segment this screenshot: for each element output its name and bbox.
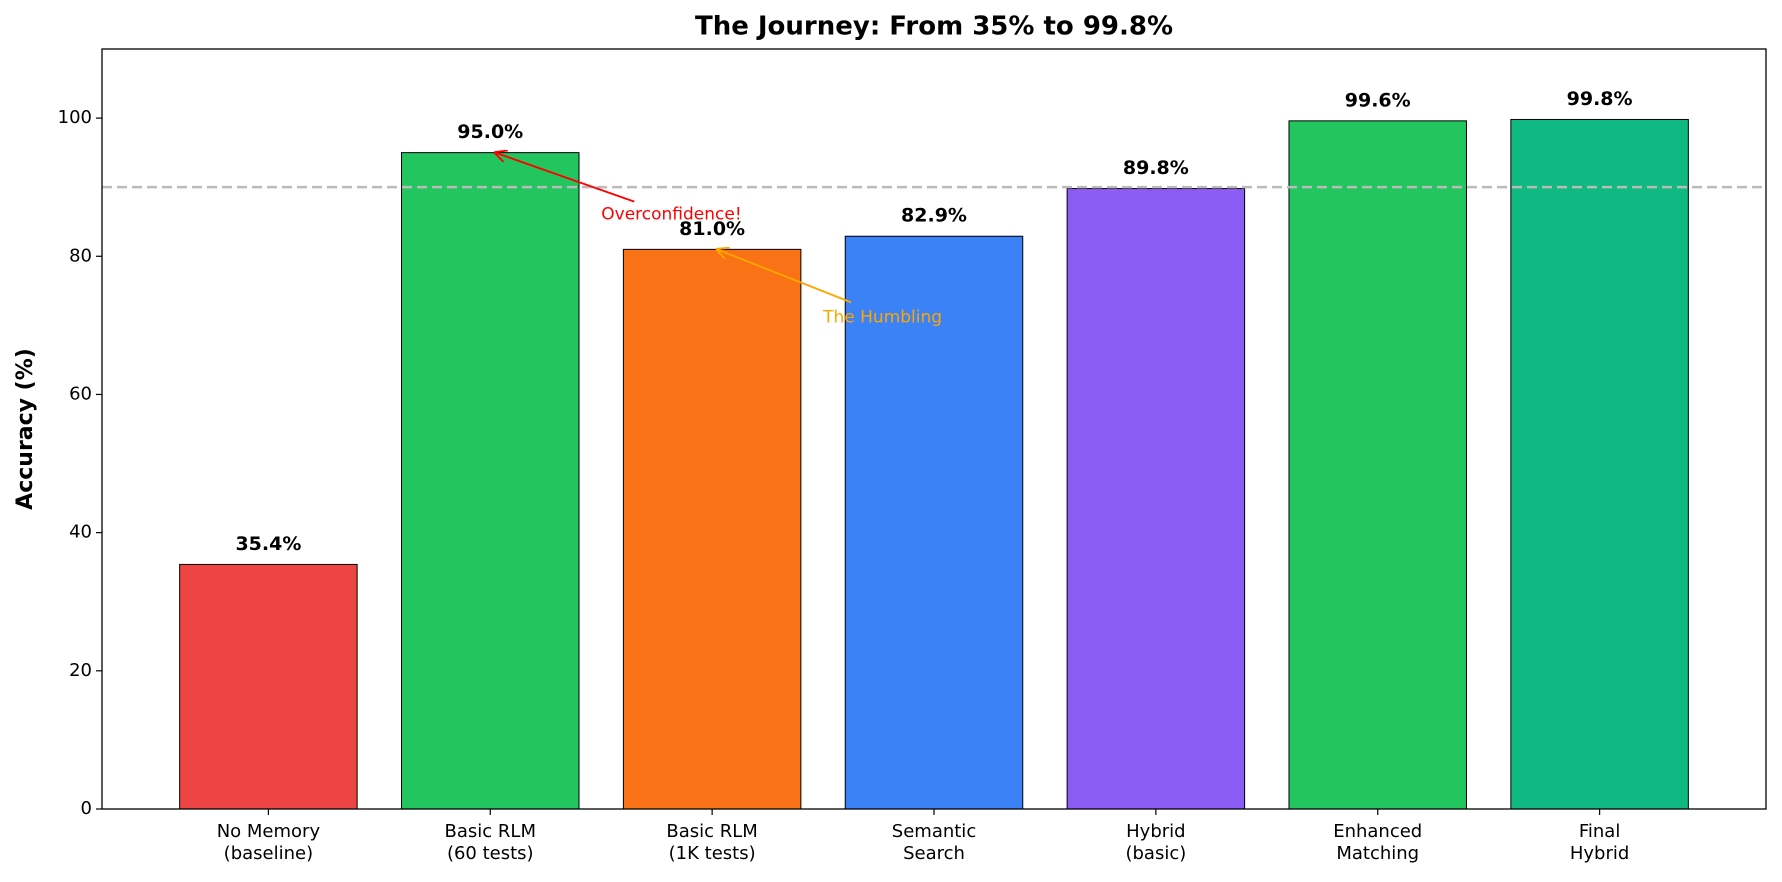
- y-tick-label: 60: [69, 383, 92, 404]
- x-tick-label: Semantic Search: [891, 821, 977, 864]
- x-tick-label: No Memory (baseline): [216, 821, 321, 864]
- annotation: Overconfidence!: [601, 205, 741, 225]
- value-label: 95.0%: [457, 121, 523, 143]
- annotation: The Humbling: [822, 307, 942, 327]
- bar: [1066, 188, 1246, 810]
- value-label: 35.4%: [235, 533, 301, 555]
- y-tick-label: 80: [69, 245, 92, 266]
- y-tick-label: 100: [58, 107, 92, 128]
- value-label: 82.9%: [901, 205, 967, 227]
- bar: [401, 152, 580, 810]
- x-tick-label: Final Hybrid: [1569, 821, 1630, 864]
- x-tick-label: Hybrid (basic): [1125, 821, 1187, 864]
- x-tick-label: Basic RLM (60 tests): [444, 821, 536, 864]
- bar: [622, 248, 802, 810]
- y-axis-label: Accuracy (%): [13, 348, 38, 510]
- y-tick-label: 0: [81, 798, 92, 819]
- annotation-arrow: [717, 249, 852, 304]
- x-tick-label: Basic RLM (1K tests): [666, 821, 758, 864]
- bar: [1510, 118, 1689, 810]
- bar: [1288, 120, 1467, 810]
- value-label: 89.8%: [1123, 157, 1189, 179]
- value-label: 99.8%: [1567, 88, 1633, 110]
- y-tick-label: 20: [69, 660, 92, 681]
- bar: [179, 563, 358, 810]
- y-tick-label: 40: [69, 522, 92, 543]
- x-tick-label: Enhanced Matching: [1333, 821, 1423, 864]
- plot-frame: [101, 48, 1767, 810]
- value-label: 81.0%: [679, 218, 745, 240]
- annotation-arrow: [495, 153, 635, 203]
- chart-title: The Journey: From 35% to 99.8%: [695, 12, 1173, 42]
- value-label: 99.6%: [1345, 89, 1411, 111]
- bar: [844, 235, 1024, 810]
